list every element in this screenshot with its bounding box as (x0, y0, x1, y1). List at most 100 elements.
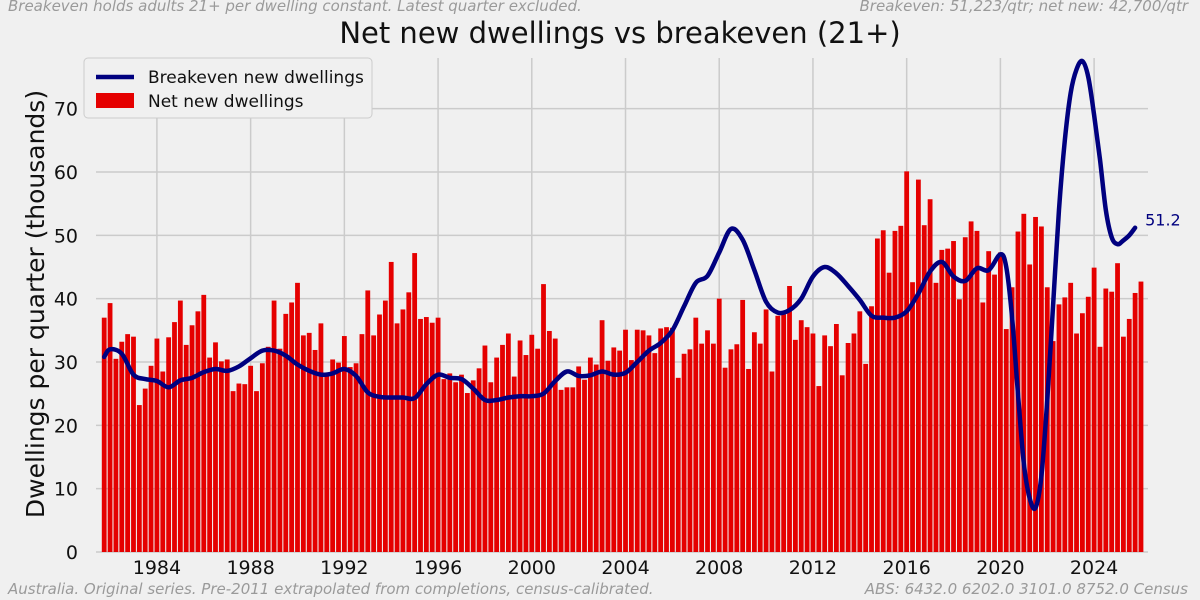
legend-box (83, 57, 373, 119)
bar (582, 379, 587, 552)
y-tick-label: 30 (54, 352, 78, 374)
bar (658, 328, 664, 552)
bar (1120, 336, 1126, 552)
bar (828, 346, 833, 552)
bar (1009, 287, 1015, 552)
bar (289, 302, 295, 552)
bar (259, 363, 265, 552)
bar (195, 311, 201, 552)
bar (535, 348, 541, 552)
bar (113, 358, 119, 552)
bar (798, 320, 804, 552)
bar (500, 344, 505, 552)
breakeven-line (101, 58, 1138, 512)
bar (933, 282, 939, 552)
bar (160, 371, 166, 552)
bar (570, 387, 576, 552)
bar (107, 303, 113, 552)
bar (382, 300, 388, 552)
bar (839, 375, 845, 552)
bar (154, 338, 160, 552)
bar (945, 248, 951, 552)
bar (886, 272, 892, 552)
bar (1062, 297, 1068, 552)
x-tick-label: 2024 (1070, 557, 1118, 579)
bar (541, 284, 546, 552)
bar (429, 322, 435, 552)
bar (1027, 264, 1033, 552)
bar (470, 380, 476, 552)
bar (617, 350, 623, 552)
bar (1138, 281, 1144, 552)
x-tick-label: 1988 (226, 557, 274, 579)
bar (271, 300, 277, 552)
bar (341, 336, 347, 552)
bar (394, 323, 400, 552)
bar (810, 333, 816, 552)
bar (546, 330, 552, 552)
bar (646, 335, 652, 552)
bar (833, 324, 839, 552)
bar (599, 320, 605, 552)
bar (956, 299, 962, 552)
x-tick-label: 2008 (695, 557, 743, 579)
bar (494, 357, 500, 552)
bar (300, 335, 306, 552)
y-axis-ticks: 0 10 20 30 40 50 60 70 (54, 99, 78, 564)
bar (242, 384, 248, 552)
bar (992, 274, 997, 552)
x-tick-label: 1984 (133, 557, 181, 579)
x-axis-ticks: 1984 1988 1992 1996 2000 2004 2008 2012 2016 2020… (133, 557, 1119, 579)
y-tick-label: 40 (54, 289, 78, 311)
y-tick-label: 50 (54, 225, 78, 247)
bar (423, 317, 429, 552)
bar (119, 341, 125, 552)
bar (974, 230, 980, 552)
bar (997, 252, 1003, 552)
bar (851, 333, 857, 552)
bar (464, 393, 470, 552)
bar (377, 314, 382, 552)
bar (511, 376, 517, 552)
bar (769, 371, 775, 552)
bar (447, 373, 453, 552)
bar (1115, 263, 1120, 552)
y-tick-label: 0 (66, 542, 78, 564)
bar (236, 383, 242, 552)
bar (822, 335, 828, 552)
bar (1126, 318, 1132, 552)
bar (757, 343, 763, 552)
bar (951, 241, 956, 553)
bar (201, 294, 207, 552)
bar (435, 317, 441, 552)
bar (986, 251, 992, 552)
bar (728, 349, 734, 552)
bar (869, 306, 874, 552)
bar (148, 365, 154, 552)
bar (213, 342, 218, 552)
bar (640, 330, 646, 552)
bar (523, 355, 529, 552)
bar (183, 344, 189, 552)
legend-bar-swatch (96, 93, 134, 108)
bar (224, 359, 230, 552)
bar (172, 322, 177, 552)
bar (353, 363, 359, 552)
bar (1091, 267, 1097, 552)
bar (254, 391, 259, 552)
bar (277, 348, 283, 552)
bar (751, 332, 757, 552)
bar (675, 377, 681, 552)
bar (623, 329, 628, 552)
bar (330, 359, 336, 552)
bar (722, 367, 728, 552)
x-tick-label: 2004 (601, 557, 649, 579)
bar (1074, 333, 1079, 552)
bar (418, 318, 423, 552)
breakeven-end-label: 51.2 (1145, 211, 1181, 230)
bar (587, 357, 593, 552)
chart-title: Net new dwellings vs breakeven (21+) (339, 16, 900, 50)
bar (136, 405, 142, 552)
x-tick-label: 2012 (789, 557, 837, 579)
bar (371, 335, 377, 552)
